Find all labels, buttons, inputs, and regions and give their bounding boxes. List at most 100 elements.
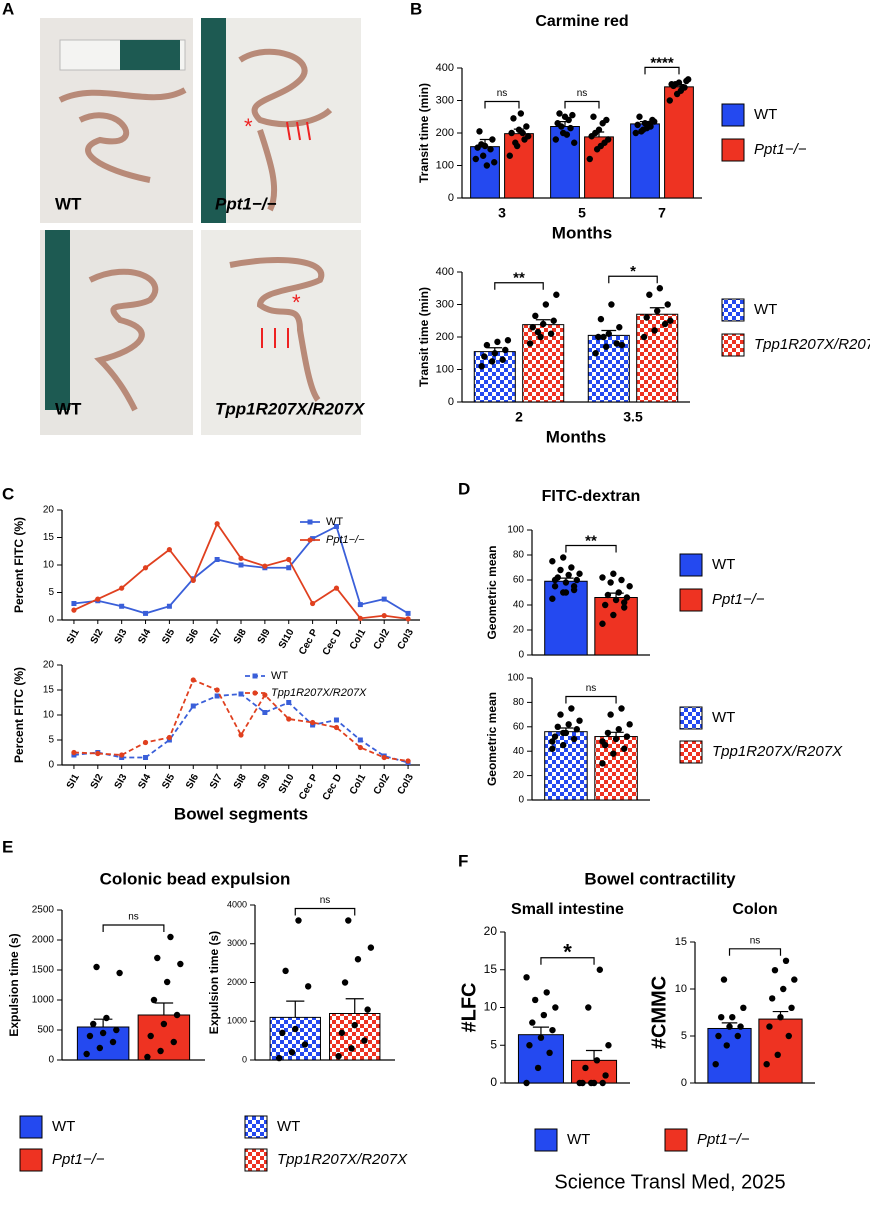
- ruler: [201, 18, 226, 223]
- data-point: [788, 1004, 795, 1011]
- y-tick-label: 500: [37, 1025, 54, 1036]
- bar: [636, 313, 679, 403]
- data-point: [597, 142, 605, 150]
- data-point: [573, 726, 581, 733]
- marker: [405, 610, 411, 616]
- data-point: [341, 979, 349, 986]
- marker: [143, 610, 149, 616]
- error-bar: [154, 1002, 174, 1015]
- data-point: [576, 717, 583, 724]
- data-point: [177, 960, 184, 968]
- y-tick-label: 15: [484, 962, 498, 976]
- legend-swatch: [679, 740, 703, 764]
- legend-swatch: [679, 706, 703, 730]
- significance-bracket: [608, 275, 658, 284]
- data-point: [364, 1006, 371, 1013]
- data-point: [563, 131, 571, 138]
- y-tick-label: 15: [43, 685, 55, 696]
- data-point: [525, 133, 532, 140]
- significance-label: ****: [650, 54, 674, 71]
- data-point: [96, 1044, 104, 1052]
- y-axis-label: #LFC: [458, 983, 480, 1033]
- legend-label: Ppt1−/−: [712, 591, 765, 608]
- data-point: [618, 705, 625, 712]
- marker: [381, 613, 387, 619]
- y-tick-label: 1500: [32, 965, 55, 976]
- y-tick-label: 0: [242, 1054, 247, 1064]
- y-tick-label: 200: [436, 331, 454, 343]
- legend-label: Ppt1−/−: [754, 141, 807, 158]
- data-point: [596, 966, 604, 973]
- marker: [190, 577, 196, 584]
- data-point: [487, 146, 494, 153]
- y-tick-label: 100: [436, 363, 454, 375]
- legend-label: WT: [712, 556, 735, 573]
- legend-label: Tpp1R207X/R207X: [754, 336, 870, 353]
- data-point: [345, 917, 352, 924]
- data-point: [618, 341, 626, 349]
- data-point: [643, 314, 650, 321]
- y-tick-label: 0: [48, 1055, 54, 1066]
- data-point: [116, 969, 123, 977]
- data-point: [113, 1026, 120, 1034]
- data-point: [546, 1049, 553, 1057]
- marker: [238, 691, 244, 697]
- significance-bracket: [728, 948, 782, 956]
- marker: [238, 732, 244, 738]
- data-point: [612, 735, 620, 743]
- legend-label: Tpp1R207X/R207X: [277, 1151, 408, 1168]
- y-tick-label: 20: [43, 660, 55, 671]
- data-point: [565, 116, 572, 124]
- x-axis-label: Months: [546, 427, 606, 446]
- data-point: [83, 1050, 90, 1058]
- marker: [119, 603, 125, 609]
- error-bar: [286, 1000, 305, 1018]
- data-point: [571, 139, 578, 146]
- data-point: [499, 356, 506, 363]
- data-point: [621, 599, 628, 606]
- data-point: [729, 1014, 736, 1021]
- arrows: [286, 121, 311, 141]
- data-point: [599, 120, 606, 127]
- data-point: [361, 1037, 368, 1044]
- legend-label: WT: [277, 1118, 300, 1135]
- legend-swatch: [721, 333, 745, 357]
- data-point: [568, 705, 575, 712]
- marker: [357, 615, 363, 621]
- legend-swatch: [534, 1128, 558, 1152]
- ruler: [45, 230, 70, 410]
- significance-label: **: [513, 270, 525, 287]
- significance-bracket: [494, 282, 544, 290]
- marker: [310, 600, 316, 607]
- data-point: [553, 291, 560, 298]
- legend-label: Ppt1−/−: [326, 534, 365, 546]
- data-point: [551, 576, 559, 584]
- data-point: [304, 983, 312, 990]
- marker: [286, 565, 292, 571]
- data-point: [785, 1032, 792, 1040]
- data-point: [599, 760, 606, 767]
- data-point: [570, 735, 578, 743]
- data-point: [602, 1072, 609, 1079]
- y-tick-label: 20: [43, 505, 55, 516]
- marker: [405, 758, 411, 764]
- data-point: [618, 576, 625, 584]
- marker: [95, 750, 101, 757]
- y-tick-label: 0: [490, 1075, 497, 1089]
- y-tick-label: 300: [436, 94, 454, 106]
- data-point: [766, 1023, 773, 1030]
- bar: [269, 1016, 321, 1061]
- data-point: [154, 954, 161, 962]
- data-point: [782, 957, 790, 964]
- data-point: [529, 1019, 536, 1026]
- y-tick-label: 2000: [227, 977, 247, 987]
- data-point: [144, 1053, 151, 1061]
- y-tick-label: 3000: [227, 938, 247, 948]
- data-point: [599, 620, 606, 627]
- data-point: [734, 1032, 742, 1040]
- data-point: [560, 741, 567, 749]
- data-point: [488, 358, 496, 365]
- x-tick-label: 3: [498, 205, 506, 221]
- marker: [166, 547, 172, 553]
